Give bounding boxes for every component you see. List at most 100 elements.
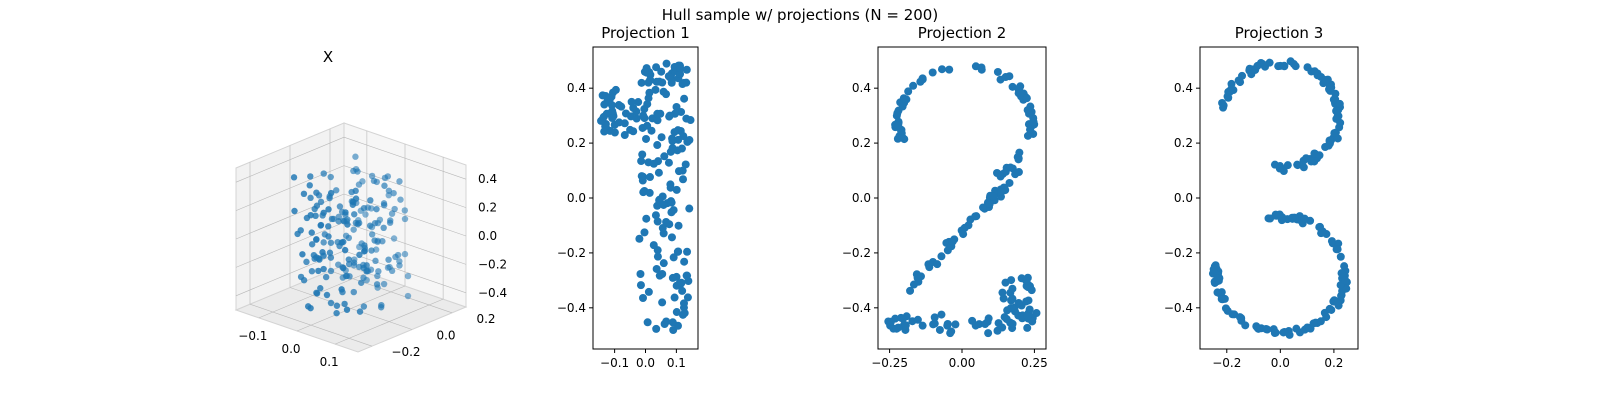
scatter-point: [1270, 329, 1279, 338]
scatter-point-3d: [356, 308, 364, 315]
scatter-point-3d: [297, 227, 304, 234]
scatter-point: [1235, 313, 1244, 322]
scatter-point: [899, 94, 908, 103]
scatter-point: [615, 118, 624, 127]
scatter-point: [1023, 106, 1032, 115]
z-tick-label: −0.2: [478, 257, 507, 271]
scatter-point-3d: [351, 256, 358, 263]
scatter-point: [1336, 252, 1345, 261]
scatter-point: [653, 109, 662, 118]
x-tick-label: 0.0: [636, 356, 655, 370]
scatter-point-3d: [317, 198, 325, 206]
scatter-point-3d: [394, 251, 402, 259]
scatter-point: [660, 320, 669, 329]
scatter-point-3d: [360, 303, 368, 310]
y-tick-label: −0.2: [391, 345, 420, 359]
scatter-point-3d: [396, 178, 403, 185]
scatter-point: [1333, 299, 1342, 308]
scatter-point: [677, 278, 686, 287]
x-tick-label: −0.1: [600, 356, 629, 370]
panel-3d-x: X −0.1 0.0 0.1 −0.2 0.0 0.2 −0.4 −0.2 0.0 0.2 0.4: [234, 48, 507, 369]
scatter-point-3d: [391, 205, 398, 213]
scatter-point: [666, 147, 675, 156]
scatter-point: [665, 73, 674, 82]
scatter-point: [627, 97, 636, 106]
scatter-point: [918, 321, 927, 330]
scatter-point-3d: [340, 238, 347, 246]
scatter-point: [913, 315, 922, 324]
scatter-point-3d: [303, 214, 311, 222]
grid-line: [235, 136, 345, 183]
scatter-point: [1307, 157, 1316, 166]
scatter-point: [945, 65, 954, 74]
scatter-point-3d: [358, 240, 365, 247]
scatter-point: [683, 293, 692, 302]
scatter-point: [1228, 310, 1237, 319]
scatter-point: [632, 114, 641, 123]
scatter-point: [1327, 237, 1336, 246]
scatter-point-3d: [378, 301, 385, 309]
scatter-point: [1317, 72, 1326, 81]
scatter-point: [1029, 117, 1038, 126]
scatter-point: [998, 288, 1007, 297]
scatter-point: [639, 111, 648, 120]
scatter-point: [1293, 160, 1302, 169]
scatter-point: [909, 280, 918, 289]
scatter-point: [668, 273, 677, 282]
scatter-point: [1265, 58, 1274, 67]
scatter-point: [653, 141, 662, 150]
y-tick-label: 0.4: [1174, 81, 1193, 95]
scatter-point-3d: [291, 207, 298, 215]
scatter-point: [1315, 151, 1324, 160]
scatter-point-3d: [321, 231, 329, 238]
y-tick-label: 0.2: [852, 136, 871, 150]
scatter-point-3d: [385, 187, 393, 194]
scatter-point-3d: [350, 167, 357, 175]
scatter-point: [659, 200, 668, 209]
scatter-point-3d: [307, 194, 314, 202]
scatter-point: [1213, 288, 1222, 297]
scatter-point: [674, 221, 683, 230]
scatter-point: [1278, 213, 1287, 222]
scatter-point-3d: [368, 172, 376, 180]
scatter-point: [1026, 125, 1035, 134]
scatter-point: [646, 76, 655, 85]
scatter-point: [1016, 88, 1025, 97]
scatter-point-3d: [326, 249, 334, 256]
grid-line: [235, 193, 345, 240]
scatter-point: [601, 122, 610, 131]
scatter-point: [685, 136, 694, 145]
scatter-point: [894, 323, 903, 332]
scatter-point-3d: [397, 196, 404, 203]
scatter-point-3d: [325, 206, 332, 213]
scatter-point: [684, 277, 693, 286]
scatter-point: [1310, 67, 1319, 76]
scatter-point-3d: [358, 279, 365, 286]
scatter-point-3d: [327, 299, 335, 307]
scatter-point-3d: [345, 234, 353, 242]
y-tick-label: 0.4: [567, 81, 586, 95]
y-tick-label: −0.2: [842, 246, 871, 260]
scatter-point: [1213, 274, 1222, 283]
scatter-point: [1002, 315, 1011, 324]
scatter-point: [667, 233, 676, 242]
scatter-point-3d: [368, 231, 376, 238]
scatter-point-3d: [315, 267, 322, 275]
scatter-point: [657, 67, 666, 76]
scatter-point-3d: [401, 215, 409, 223]
scatter-points-3d: [290, 153, 412, 317]
grid-line: [343, 222, 467, 265]
scatter-point-3d: [381, 182, 388, 189]
scatter-point: [929, 320, 938, 329]
scatter-point-3d: [348, 188, 355, 196]
scatter-point: [960, 223, 969, 232]
scatter-point: [640, 228, 649, 237]
scatter-point: [638, 293, 647, 302]
scatter-point: [645, 188, 654, 197]
scatter-point: [1299, 163, 1308, 172]
y-tick-label: −0.4: [842, 301, 871, 315]
scatter-point: [947, 327, 956, 336]
scatter-point: [937, 310, 946, 319]
scatter-point: [906, 286, 915, 295]
scatter-point: [1023, 323, 1032, 332]
